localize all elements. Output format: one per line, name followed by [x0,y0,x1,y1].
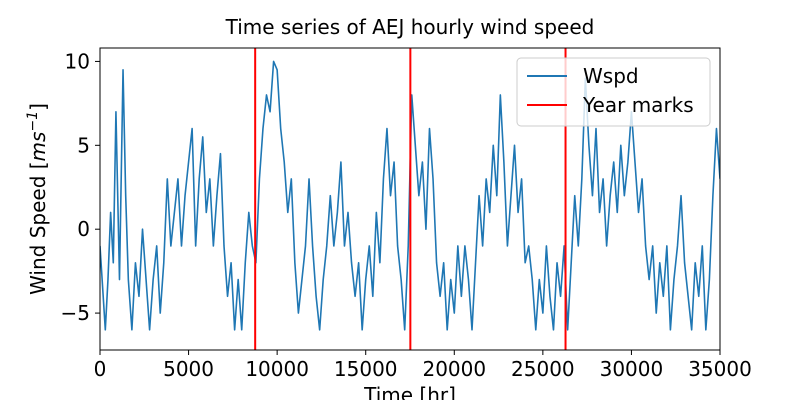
x-axis-label: Time [hr] [363,383,456,400]
y-tick-label: 5 [77,133,90,157]
y-axis-label-close: ] [26,103,50,111]
x-tick-label: 25000 [511,357,575,381]
x-tick-label: 10000 [245,357,309,381]
y-tick-label: 0 [77,217,90,241]
y-axis-label-main: Wind Speed [ [26,161,50,294]
y-tick-label: −5 [61,301,90,325]
legend-label-wspd: Wspd [583,64,639,88]
x-tick-label: 15000 [334,357,398,381]
plot-frame [99,47,721,351]
y-axis-label-exponent: −1 [25,111,41,132]
legend-label-year-marks: Year marks [582,93,694,117]
y-axis-label-unit: ms [26,132,50,162]
legend: Wspd Year marks [516,57,711,127]
x-tick-label: 35000 [688,357,752,381]
y-tick-label: 10 [65,49,90,73]
x-tick-label: 5000 [163,357,214,381]
x-axis-ticks: 0 5000 10000 15000 20000 25000 30000 35000 [94,350,752,381]
x-tick-label: 30000 [600,357,664,381]
y-axis-ticks: −5 0 5 10 [61,49,100,325]
y-axis-label: Wind Speed [ms−1] [25,103,50,295]
plot-area [100,60,720,331]
chart-title: Time series of AEJ hourly wind speed [225,15,595,39]
x-tick-label: 0 [94,357,107,381]
series-line-wspd [100,60,720,331]
x-tick-label: 20000 [422,357,486,381]
